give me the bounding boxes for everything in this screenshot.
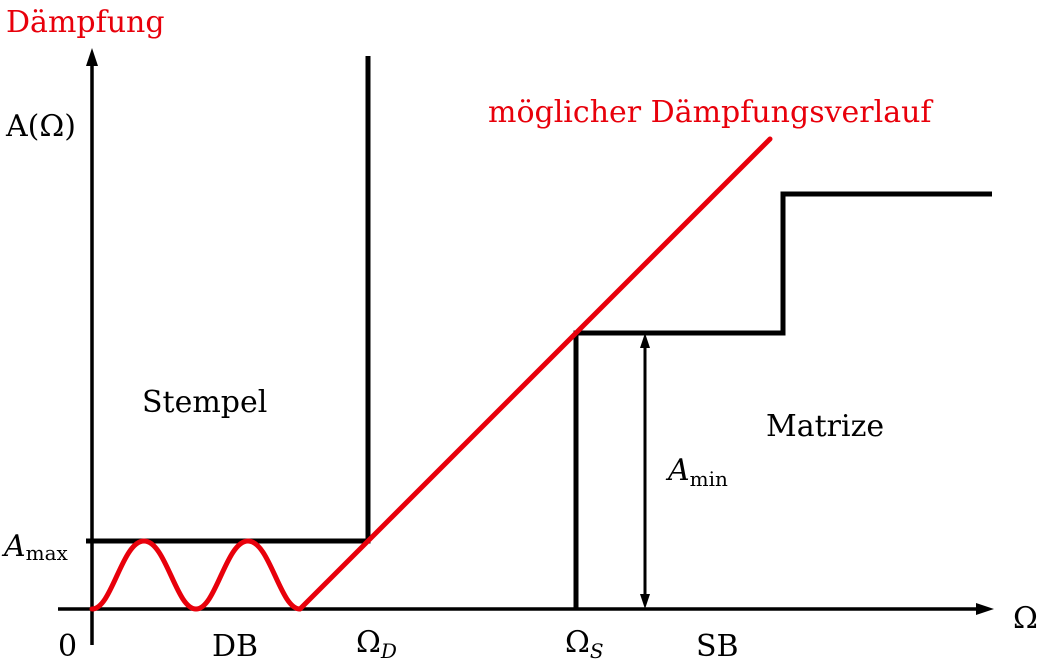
matrize-label: Matrize (766, 409, 884, 444)
a-min-arrowhead-top (640, 333, 650, 348)
origin-label: 0 (58, 629, 77, 664)
x-axis-arrowhead (976, 603, 994, 615)
y-axis-symbol: A(Ω) (5, 109, 76, 144)
curve-label: möglicher Dämpfungsverlauf (488, 95, 933, 130)
a-max-label: Amax (1, 529, 69, 565)
y-axis-title: Dämpfung (6, 5, 165, 40)
omega-s-label: ΩS (565, 625, 604, 663)
a-min-arrowhead-bottom (640, 594, 650, 609)
stempel-boundary (86, 56, 371, 544)
damping-curve-ripple (89, 538, 303, 612)
a-min-label: Amin (665, 453, 728, 491)
db-label: DB (212, 629, 258, 664)
matrize-boundary (573, 191, 992, 609)
x-axis-symbol: Ω (1013, 601, 1038, 636)
damping-curve-slope (297, 136, 773, 612)
sb-label: SB (696, 629, 739, 664)
omega-d-label: ΩD (356, 625, 397, 663)
stempel-label: Stempel (142, 385, 267, 420)
y-axis-arrowhead (86, 48, 98, 66)
